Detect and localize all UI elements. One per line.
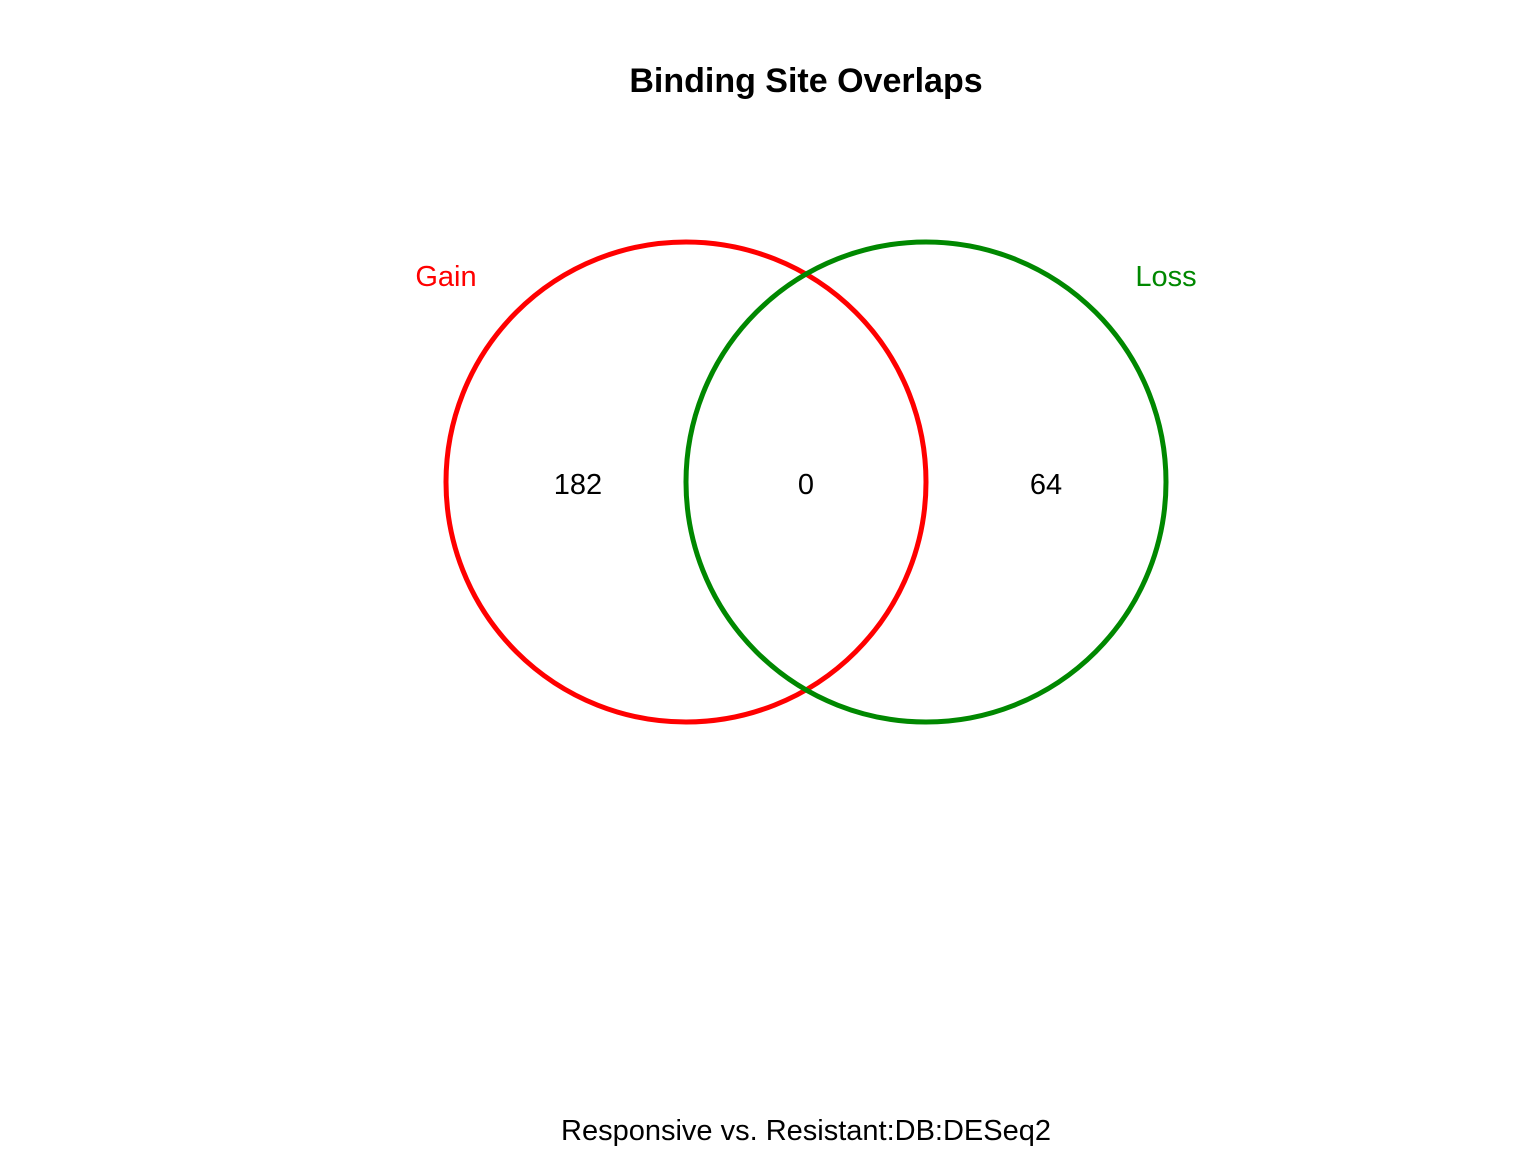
loss-set-label: Loss xyxy=(1135,261,1196,293)
overlap-count: 0 xyxy=(798,469,814,501)
gain-set-circle xyxy=(443,239,929,725)
gain-set-label: Gain xyxy=(415,261,476,293)
gain-only-count: 182 xyxy=(554,469,602,501)
loss-only-count: 64 xyxy=(1030,469,1062,501)
diagram-subtitle: Responsive vs. Resistant:DB:DESeq2 xyxy=(561,1115,1051,1147)
diagram-title: Binding Site Overlaps xyxy=(629,62,982,100)
loss-set-circle xyxy=(683,239,1169,725)
